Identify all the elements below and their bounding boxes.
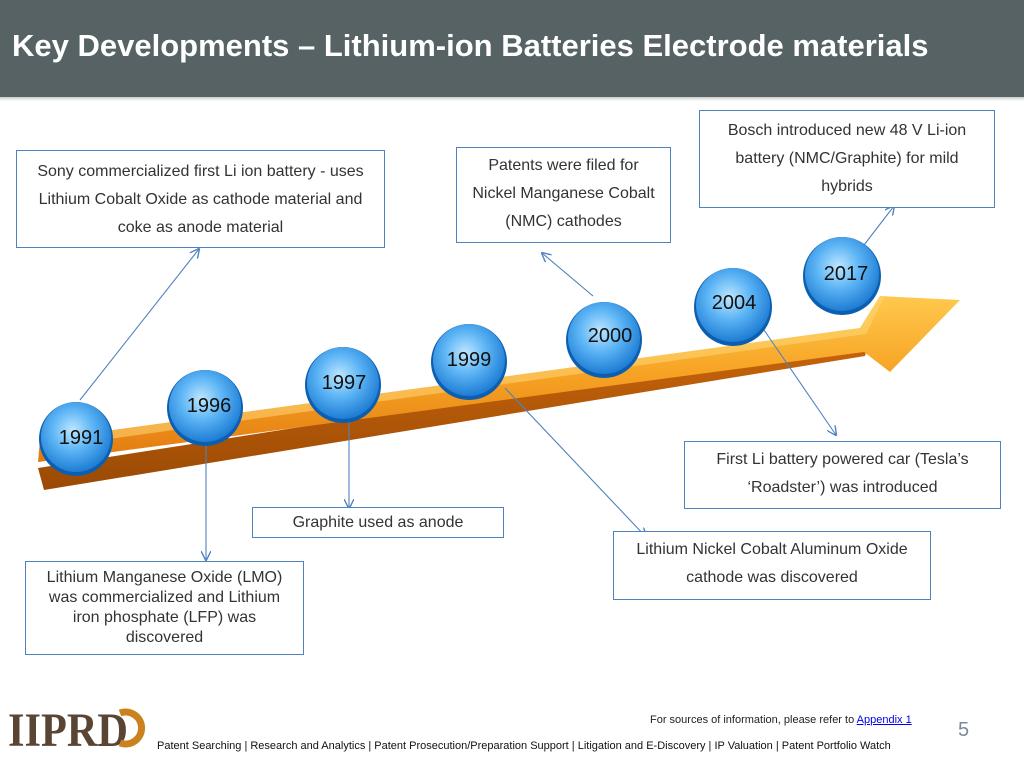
services-line: Patent Searching | Research and Analytic… xyxy=(157,740,891,752)
year-ball-1999 xyxy=(431,324,507,400)
event-box-1996: Lithium Manganese Oxide (LMO) was commer… xyxy=(25,561,304,655)
year-label-2000: 2000 xyxy=(587,325,633,347)
year-label-1996: 1996 xyxy=(186,395,232,417)
year-ball-1997 xyxy=(305,347,381,423)
connector-1991 xyxy=(79,249,199,401)
event-box-1999: Lithium Nickel Cobalt Aluminum Oxide cat… xyxy=(613,531,931,600)
event-box-1997: Graphite used as anode xyxy=(252,507,504,538)
page-title: Key Developments – Lithium-ion Batteries… xyxy=(12,28,929,63)
header-bar: Key Developments – Lithium-ion Batteries… xyxy=(0,0,1024,97)
year-label-1997: 1997 xyxy=(321,372,367,394)
event-box-2000: Patents were filed for Nickel Manganese … xyxy=(456,147,671,243)
page-number: 5 xyxy=(958,719,970,741)
year-ball-1991 xyxy=(39,402,113,476)
year-ball-2017 xyxy=(803,237,881,315)
sources-text: For sources of information, please refer… xyxy=(650,714,857,726)
year-ball-2000 xyxy=(566,302,642,378)
connector-1999 xyxy=(504,387,646,537)
header-shadow xyxy=(0,97,1024,101)
year-label-1999: 1999 xyxy=(446,349,492,371)
appendix-link[interactable]: Appendix 1 xyxy=(856,714,912,726)
connector-lines xyxy=(79,206,894,560)
year-label-2004: 2004 xyxy=(711,292,757,314)
event-box-1991: Sony commercialized first Li ion battery… xyxy=(16,150,385,248)
connector-2004 xyxy=(763,329,836,435)
year-ball-2004 xyxy=(694,268,772,346)
event-box-2017: Bosch introduced new 48 V Li-ion battery… xyxy=(699,110,995,208)
year-label-2017: 2017 xyxy=(823,263,869,285)
year-ball-1996 xyxy=(167,370,243,446)
event-box-2004: First Li battery powered car (Tesla’s ‘R… xyxy=(684,441,1001,509)
logo-text: IIPRD xyxy=(8,704,128,751)
connector-2000 xyxy=(542,253,594,297)
iiprd-logo: IIPRD xyxy=(8,704,145,751)
year-label-1991: 1991 xyxy=(58,427,104,449)
connector-2017 xyxy=(863,206,894,246)
sources-note: For sources of information, please refer… xyxy=(650,714,912,726)
